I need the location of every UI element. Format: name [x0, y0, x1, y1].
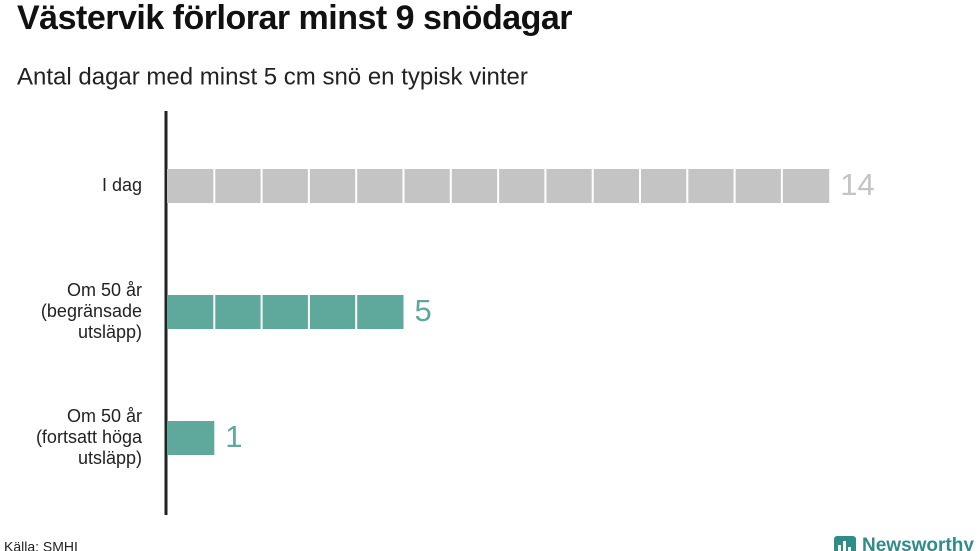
- bar: [167, 421, 215, 455]
- value-label: 14: [840, 167, 874, 202]
- y-tick-label: utsläpp): [78, 448, 142, 468]
- value-label: 5: [415, 293, 432, 328]
- brand-icon-bar: [848, 547, 851, 551]
- chart-title: Västervik förlorar minst 9 snödagar: [17, 0, 572, 37]
- y-tick-label: (fortsatt höga: [36, 427, 143, 447]
- chart-subtitle: Antal dagar med minst 5 cm snö en typisk…: [17, 63, 528, 90]
- y-tick-label: I dag: [102, 175, 142, 195]
- brand-name: Newsworthy: [862, 535, 974, 551]
- brand-icon-bar: [843, 541, 846, 551]
- brand-logo: [834, 536, 856, 551]
- y-tick-label: Om 50 år: [67, 406, 142, 426]
- bar: [167, 295, 404, 329]
- y-tick-label: Om 50 år: [67, 280, 142, 300]
- y-tick-label: (begränsade: [41, 301, 142, 321]
- y-tick-label: utsläpp): [78, 322, 142, 342]
- brand-icon-bar: [838, 545, 841, 551]
- value-label: 1: [225, 419, 242, 454]
- source: Källa: SMHI: [4, 539, 78, 551]
